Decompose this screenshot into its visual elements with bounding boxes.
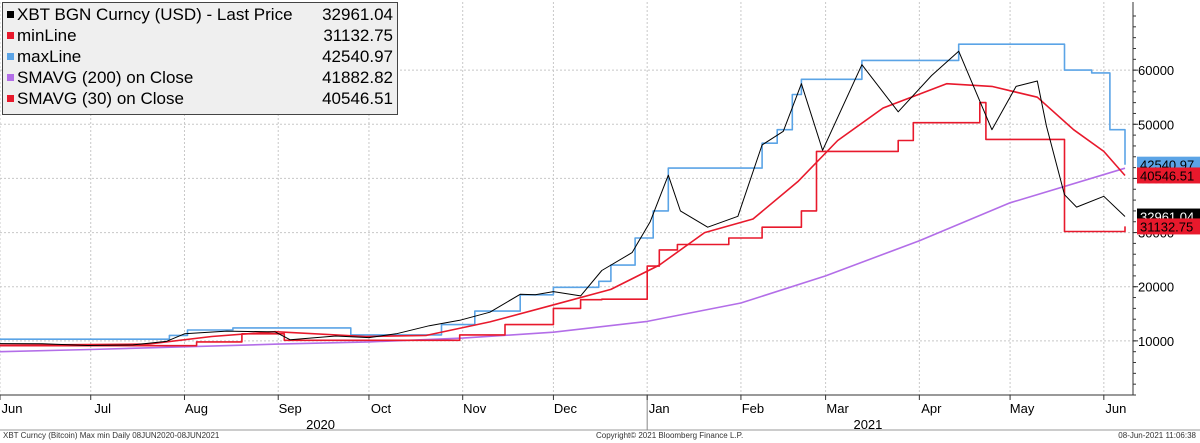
series-xbt-bgn-curncy-usd-last-price bbox=[0, 50, 1126, 346]
legend-value: 31132.75 bbox=[323, 26, 393, 45]
legend-value: 40546.51 bbox=[322, 89, 393, 108]
legend-value: 42540.97 bbox=[322, 47, 393, 66]
legend-swatch bbox=[7, 53, 14, 60]
x-tick-label: Jun bbox=[2, 401, 23, 416]
plot-frame bbox=[0, 2, 1200, 431]
x-tick-label: Apr bbox=[921, 401, 942, 416]
legend-swatch bbox=[7, 11, 14, 18]
y-tick-label: 10000 bbox=[1138, 334, 1174, 349]
year-label: 2020 bbox=[306, 417, 335, 432]
last-value-badge bbox=[1137, 218, 1200, 235]
y-tick-label: 60000 bbox=[1138, 63, 1174, 78]
legend-box: XBT BGN Curncy (USD) - Last Price 32961.0… bbox=[2, 2, 398, 115]
x-tick-label: Nov bbox=[463, 401, 487, 416]
x-tick-label: Oct bbox=[371, 401, 392, 416]
x-tick-label: Sep bbox=[279, 401, 302, 416]
last-value-text: 40546.51 bbox=[1140, 168, 1194, 183]
last-value-badge bbox=[1137, 167, 1200, 184]
legend-entry: SMAVG (200) on Close 41882.82 bbox=[7, 68, 395, 88]
y-tick-label: 20000 bbox=[1138, 280, 1174, 295]
legend-entry: minLine 31132.75 bbox=[7, 26, 395, 46]
legend-label: SMAVG (30) on Close bbox=[17, 89, 184, 108]
series-maxline bbox=[0, 43, 1126, 340]
legend-swatch bbox=[7, 32, 14, 39]
legend-label: minLine bbox=[17, 26, 77, 45]
legend-value: 41882.82 bbox=[322, 68, 393, 87]
year-label: 2021 bbox=[853, 417, 882, 432]
x-tick-label: Jan bbox=[649, 401, 670, 416]
series-lines bbox=[0, 43, 1126, 353]
last-value-text: 31132.75 bbox=[1140, 219, 1193, 234]
legend-entry: SMAVG (30) on Close 40546.51 bbox=[7, 89, 395, 109]
series-smavg-200-on-close bbox=[0, 167, 1126, 353]
legend-entry: XBT BGN Curncy (USD) - Last Price 32961.0… bbox=[7, 5, 395, 25]
x-tick-label: Feb bbox=[742, 401, 764, 416]
x-tick-label: Jun bbox=[1105, 401, 1126, 416]
legend-swatch bbox=[7, 95, 14, 102]
legend-label: XBT BGN Curncy (USD) - Last Price bbox=[17, 5, 293, 24]
x-tick-label: Aug bbox=[185, 401, 208, 416]
footer-right: 08-Jun-2021 11:06:38 bbox=[1118, 431, 1196, 440]
legend-swatch bbox=[7, 74, 14, 81]
y-tick-label: 50000 bbox=[1138, 117, 1174, 132]
x-tick-label: May bbox=[1010, 401, 1035, 416]
series-minline bbox=[0, 101, 1126, 347]
x-tick-label: Jul bbox=[94, 401, 111, 416]
x-axis-ticks: Jun Jul Aug Sep Oct Nov Dec Jan Feb Mar Apr May Jun 2… bbox=[0, 395, 1126, 432]
series-smavg-30-on-close bbox=[0, 82, 1126, 346]
legend-label: SMAVG (200) on Close bbox=[17, 68, 194, 87]
legend-label: maxLine bbox=[17, 47, 82, 66]
x-tick-label: Dec bbox=[554, 401, 578, 416]
x-tick-label: Mar bbox=[826, 401, 849, 416]
footer-center: Copyright© 2021 Bloomberg Finance L.P. bbox=[596, 431, 744, 440]
y-axis-ticks: 100002000030000400005000060000 bbox=[1133, 15, 1174, 396]
legend-entry: maxLine 42540.97 bbox=[7, 47, 395, 67]
legend-value: 32961.04 bbox=[322, 5, 393, 24]
footer-left: XBT Curncy (Bitcoin) Max min Daily 08JUN… bbox=[3, 431, 220, 440]
